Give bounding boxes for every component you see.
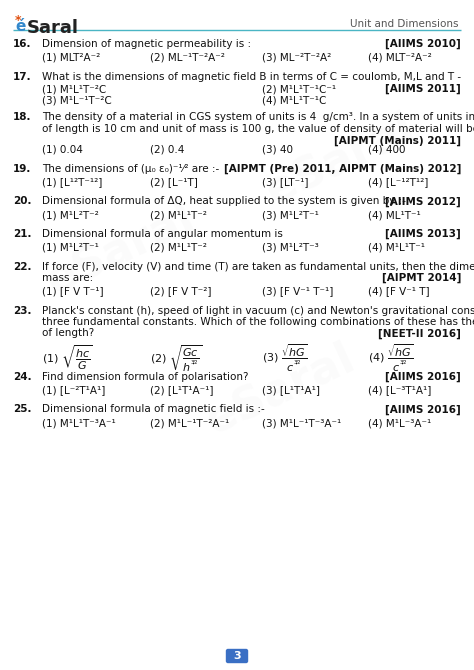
Text: (1) 0.04: (1) 0.04: [42, 145, 83, 155]
Text: (4) 400: (4) 400: [368, 145, 405, 155]
Text: (3) M¹L²T⁻³: (3) M¹L²T⁻³: [262, 243, 319, 253]
Text: [AIPMT (Pre) 2011, AIPMT (Mains) 2012]: [AIPMT (Pre) 2011, AIPMT (Mains) 2012]: [224, 164, 461, 174]
Text: [AIIMS 2011]: [AIIMS 2011]: [385, 84, 461, 94]
Text: (1) MLT²A⁻²: (1) MLT²A⁻²: [42, 52, 100, 62]
Text: [NEET-II 2016]: [NEET-II 2016]: [378, 328, 461, 339]
Text: (3) 40: (3) 40: [262, 145, 293, 155]
Text: (1) M¹L¹T⁻³A⁻¹: (1) M¹L¹T⁻³A⁻¹: [42, 418, 116, 428]
Text: 23.: 23.: [13, 306, 31, 316]
Text: Dimensional formula of ΔQ, heat supplied to the system is given by :-: Dimensional formula of ΔQ, heat supplied…: [42, 196, 406, 206]
Text: Find dimension formula of polarisation?: Find dimension formula of polarisation?: [42, 372, 248, 382]
Text: (2) M¹L⁻¹T⁻²A⁻¹: (2) M¹L⁻¹T⁻²A⁻¹: [150, 418, 229, 428]
Text: (2) 0.4: (2) 0.4: [150, 145, 184, 155]
Text: (3) M¹L²T⁻¹: (3) M¹L²T⁻¹: [262, 210, 319, 220]
Text: 16.: 16.: [13, 39, 31, 49]
Text: Saral: Saral: [27, 19, 79, 37]
Text: Dimension of magnetic permeability is :: Dimension of magnetic permeability is :: [42, 39, 251, 49]
Text: (4) M¹L¹T⁻¹C: (4) M¹L¹T⁻¹C: [262, 96, 327, 105]
Text: (4) MLT⁻²A⁻²: (4) MLT⁻²A⁻²: [368, 52, 432, 62]
Text: Unit and Dimensions: Unit and Dimensions: [350, 19, 459, 29]
Text: Planck's constant (h), speed of light in vacuum (c) and Newton's gravitational c: Planck's constant (h), speed of light in…: [42, 306, 474, 316]
Text: What is the dimensions of magnetic field B in terms of C = coulomb, M,L and T -: What is the dimensions of magnetic field…: [42, 72, 461, 82]
FancyBboxPatch shape: [227, 649, 247, 663]
Text: [AIIMS 2016]: [AIIMS 2016]: [385, 405, 461, 415]
Text: eSaral: eSaral: [199, 337, 361, 443]
Text: (2) [L⁻¹T]: (2) [L⁻¹T]: [150, 178, 198, 188]
Text: 20.: 20.: [13, 196, 31, 206]
Text: [AIIMS 2010]: [AIIMS 2010]: [385, 39, 461, 50]
Text: (3) [LT⁻¹]: (3) [LT⁻¹]: [262, 178, 309, 188]
Text: 25.: 25.: [13, 405, 31, 415]
Text: [AIIMS 2016]: [AIIMS 2016]: [385, 372, 461, 383]
Text: 18.: 18.: [13, 113, 31, 123]
Text: (1) [F V T⁻¹]: (1) [F V T⁻¹]: [42, 287, 104, 297]
Text: (1) M¹L¹T⁻²C: (1) M¹L¹T⁻²C: [42, 84, 106, 94]
Text: (1) M¹L²T⁻¹: (1) M¹L²T⁻¹: [42, 243, 99, 253]
Text: (4) [F V⁻¹ T]: (4) [F V⁻¹ T]: [368, 287, 429, 297]
Text: (1) M¹L²T⁻²: (1) M¹L²T⁻²: [42, 210, 99, 220]
Text: Dimensional formula of angular momentum is: Dimensional formula of angular momentum …: [42, 229, 283, 239]
Text: (1) [L⁻²T¹A¹]: (1) [L⁻²T¹A¹]: [42, 385, 105, 395]
Text: (2) [F V T⁻²]: (2) [F V T⁻²]: [150, 287, 211, 297]
Text: The density of a material in CGS system of units is 4  g/cm³. In a system of uni: The density of a material in CGS system …: [42, 113, 474, 123]
Text: (2) M¹L¹T⁻²: (2) M¹L¹T⁻²: [150, 210, 207, 220]
Text: (4) M¹L¹T⁻¹: (4) M¹L¹T⁻¹: [368, 243, 425, 253]
Text: 22.: 22.: [13, 261, 31, 271]
Text: (3) M¹L⁻¹T⁻²C: (3) M¹L⁻¹T⁻²C: [42, 96, 112, 105]
Text: mass are:: mass are:: [42, 273, 93, 283]
Text: three fundamental constants. Which of the following combinations of these has th: three fundamental constants. Which of th…: [42, 317, 474, 327]
Text: 3: 3: [233, 651, 241, 661]
Text: [AIPMT (Mains) 2011]: [AIPMT (Mains) 2011]: [334, 135, 461, 146]
Text: (1) [L¹²T⁻¹²]: (1) [L¹²T⁻¹²]: [42, 178, 102, 188]
Text: *: *: [15, 14, 21, 27]
Text: $(4)\ \dfrac{\sqrt{hG}}{c^{^{3\!/\!2}}}$: $(4)\ \dfrac{\sqrt{hG}}{c^{^{3\!/\!2}}}$: [368, 343, 414, 375]
Text: The dimensions of (μ₀ ε₀)⁻¹⁄² are :-: The dimensions of (μ₀ ε₀)⁻¹⁄² are :-: [42, 164, 219, 174]
Text: 19.: 19.: [13, 164, 31, 174]
Text: [AIPMT 2014]: [AIPMT 2014]: [382, 273, 461, 283]
Text: (3) M¹L⁻¹T⁻³A⁻¹: (3) M¹L⁻¹T⁻³A⁻¹: [262, 418, 341, 428]
Text: (3) [F V⁻¹ T⁻¹]: (3) [F V⁻¹ T⁻¹]: [262, 287, 333, 297]
Text: (4) [L⁻¹²T¹²]: (4) [L⁻¹²T¹²]: [368, 178, 428, 188]
Text: If force (F), velocity (V) and time (T) are taken as fundamental units, then the: If force (F), velocity (V) and time (T) …: [42, 261, 474, 271]
Text: 17.: 17.: [13, 72, 32, 82]
Text: (3) [L¹T¹A¹]: (3) [L¹T¹A¹]: [262, 385, 320, 395]
Text: é: é: [15, 19, 26, 34]
Text: $(2)\ \sqrt{\dfrac{Gc}{h^{^{3\!/\!2}}}}$: $(2)\ \sqrt{\dfrac{Gc}{h^{^{3\!/\!2}}}}$: [150, 343, 202, 373]
Text: of length?: of length?: [42, 328, 94, 338]
Text: (2) ML⁻¹T⁻²A⁻²: (2) ML⁻¹T⁻²A⁻²: [150, 52, 225, 62]
Text: (2) [L¹T¹A⁻¹]: (2) [L¹T¹A⁻¹]: [150, 385, 213, 395]
Text: (2) M¹L¹T⁻²: (2) M¹L¹T⁻²: [150, 243, 207, 253]
Text: [AIIMS 2012]: [AIIMS 2012]: [385, 196, 461, 207]
Text: $(1)\ \sqrt{\dfrac{hc}{G}}$: $(1)\ \sqrt{\dfrac{hc}{G}}$: [42, 343, 93, 372]
Text: [AIIMS 2013]: [AIIMS 2013]: [385, 229, 461, 239]
Text: $(3)\ \dfrac{\sqrt{hG}}{c^{^{3\!/\!2}}}$: $(3)\ \dfrac{\sqrt{hG}}{c^{^{3\!/\!2}}}$: [262, 343, 308, 375]
Text: (4) [L⁻³T¹A¹]: (4) [L⁻³T¹A¹]: [368, 385, 431, 395]
Text: 21.: 21.: [13, 229, 31, 239]
Text: 24.: 24.: [13, 372, 32, 382]
Text: (4) ML¹T⁻¹: (4) ML¹T⁻¹: [368, 210, 421, 220]
Text: Dimensional formula of magnetic field is :-: Dimensional formula of magnetic field is…: [42, 405, 265, 415]
Text: (3) ML⁻²T⁻²A²: (3) ML⁻²T⁻²A²: [262, 52, 331, 62]
Text: (2) M¹L¹T⁻¹C⁻¹: (2) M¹L¹T⁻¹C⁻¹: [262, 84, 336, 94]
Text: of length is 10 cm and unit of mass is 100 g, the value of density of material w: of length is 10 cm and unit of mass is 1…: [42, 124, 474, 134]
Text: (4) M¹L⁻³A⁻¹: (4) M¹L⁻³A⁻¹: [368, 418, 431, 428]
Text: eSaral: eSaral: [39, 197, 201, 304]
Text: eSaral: eSaral: [259, 107, 421, 213]
